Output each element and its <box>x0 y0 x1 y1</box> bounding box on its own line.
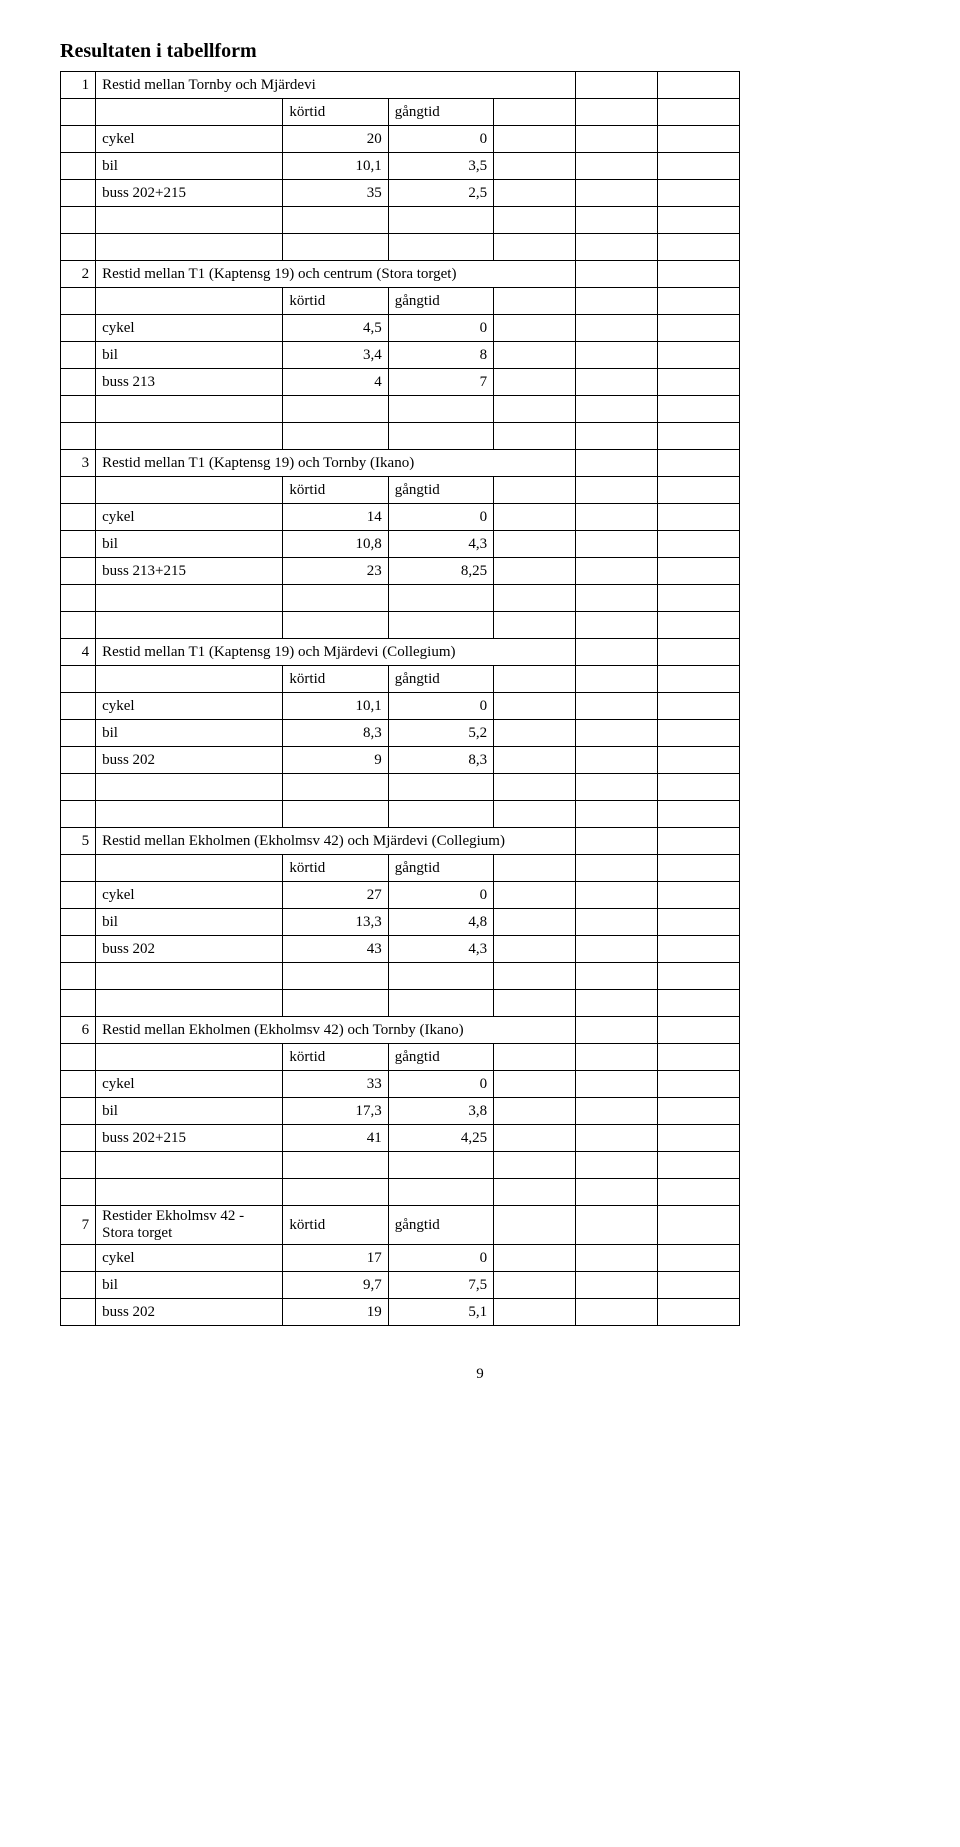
block-header: 4Restid mellan T1 (Kaptensg 19) och Mjär… <box>61 639 740 666</box>
spacer-row <box>61 1179 740 1206</box>
spacer-row <box>61 1152 740 1179</box>
data-row: bil3,48 <box>61 342 740 369</box>
spacer-row <box>61 801 740 828</box>
data-row: bil10,84,3 <box>61 531 740 558</box>
data-row: bil13,34,8 <box>61 909 740 936</box>
block-header: 5Restid mellan Ekholmen (Ekholmsv 42) oc… <box>61 828 740 855</box>
data-row: cykel270 <box>61 882 740 909</box>
data-row: cykel330 <box>61 1071 740 1098</box>
spacer-row <box>61 207 740 234</box>
data-row: bil10,13,5 <box>61 153 740 180</box>
spacer-row <box>61 396 740 423</box>
data-row: buss 202+215352,5 <box>61 180 740 207</box>
spacer-row <box>61 774 740 801</box>
block-col-labels: körtidgångtid <box>61 99 740 126</box>
spacer-row <box>61 585 740 612</box>
data-row: cykel200 <box>61 126 740 153</box>
data-row: buss 202+215414,25 <box>61 1125 740 1152</box>
block-col-labels: körtidgångtid <box>61 1044 740 1071</box>
page-number: 9 <box>60 1366 900 1383</box>
data-row: cykel10,10 <box>61 693 740 720</box>
data-row: cykel170 <box>61 1245 740 1272</box>
spacer-row <box>61 612 740 639</box>
results-table: 1Restid mellan Tornby och Mjärdevikörtid… <box>60 71 740 1326</box>
block-col-labels: körtidgångtid <box>61 666 740 693</box>
spacer-row <box>61 423 740 450</box>
spacer-row <box>61 234 740 261</box>
data-row: bil9,77,5 <box>61 1272 740 1299</box>
block-col-labels: körtidgångtid <box>61 855 740 882</box>
data-row: bil8,35,2 <box>61 720 740 747</box>
block-header: 6Restid mellan Ekholmen (Ekholmsv 42) oc… <box>61 1017 740 1044</box>
data-row: buss 21347 <box>61 369 740 396</box>
data-row: buss 202195,1 <box>61 1299 740 1326</box>
data-row: buss 213+215238,25 <box>61 558 740 585</box>
block-header: 1Restid mellan Tornby och Mjärdevi <box>61 72 740 99</box>
block-header-inline: 7Restider Ekholmsv 42 - Stora torgetkört… <box>61 1206 740 1245</box>
data-row: cykel4,50 <box>61 315 740 342</box>
block-col-labels: körtidgångtid <box>61 288 740 315</box>
spacer-row <box>61 990 740 1017</box>
spacer-row <box>61 963 740 990</box>
block-header: 3Restid mellan T1 (Kaptensg 19) och Torn… <box>61 450 740 477</box>
data-row: cykel140 <box>61 504 740 531</box>
block-col-labels: körtidgångtid <box>61 477 740 504</box>
data-row: buss 202434,3 <box>61 936 740 963</box>
data-row: bil17,33,8 <box>61 1098 740 1125</box>
data-row: buss 20298,3 <box>61 747 740 774</box>
page-title: Resultaten i tabellform <box>60 40 900 63</box>
block-header: 2Restid mellan T1 (Kaptensg 19) och cent… <box>61 261 740 288</box>
